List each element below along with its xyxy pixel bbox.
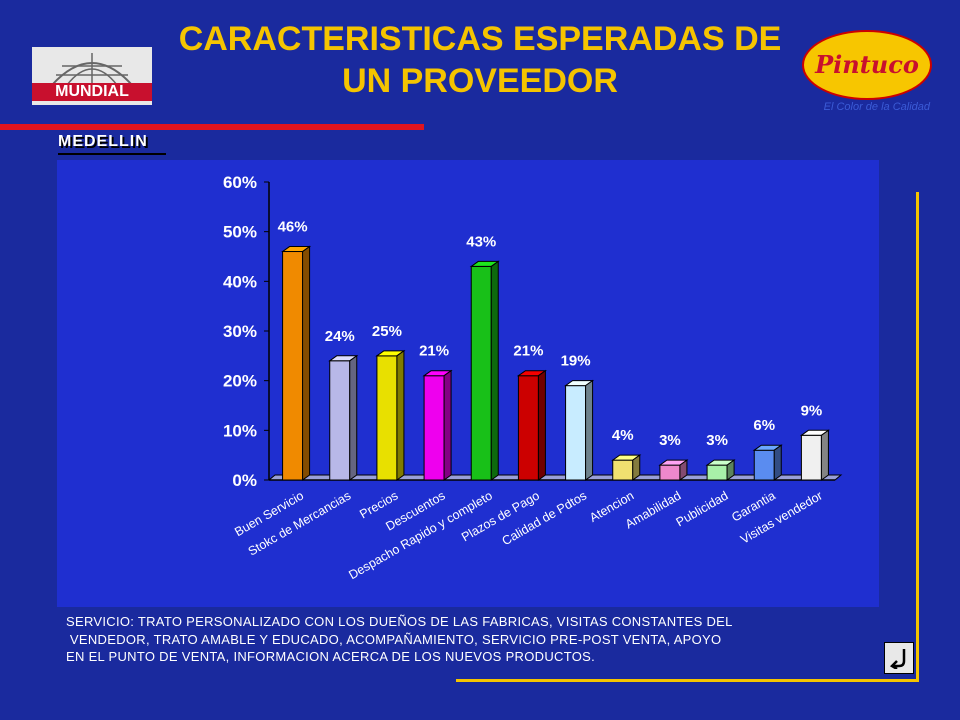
bar-side bbox=[537, 369, 546, 481]
note-line-3: EN EL PUNTO DE VENTA, INFORMACION ACERCA… bbox=[66, 649, 596, 664]
data-label: 43% bbox=[466, 233, 496, 250]
data-label: 25% bbox=[372, 323, 402, 340]
bar bbox=[612, 459, 634, 481]
mundial-logo: MUNDIAL bbox=[32, 47, 152, 105]
title-line-1: CARACTERISTICAS ESPERADAS DE bbox=[178, 20, 782, 58]
pintuco-tagline: El Color de la Calidad bbox=[823, 101, 930, 113]
frame-line-horizontal bbox=[456, 679, 919, 682]
pintuco-logo: Pintuco bbox=[802, 30, 932, 100]
bar-side bbox=[302, 245, 311, 481]
data-label: 4% bbox=[612, 427, 634, 444]
bar bbox=[659, 464, 681, 481]
y-tick-label: 10% bbox=[223, 421, 257, 440]
bar bbox=[753, 449, 775, 481]
note-line-1: SERVICIO: TRATO PERSONALIZADO CON LOS DU… bbox=[66, 614, 733, 629]
data-label: 9% bbox=[801, 402, 823, 419]
bar-side bbox=[726, 459, 735, 481]
service-note: SERVICIO: TRATO PERSONALIZADO CON LOS DU… bbox=[66, 613, 866, 666]
bar-side bbox=[820, 429, 829, 481]
bar-side bbox=[349, 354, 358, 481]
bar bbox=[282, 251, 304, 481]
y-tick-label: 0% bbox=[232, 471, 257, 490]
bar-side bbox=[443, 369, 452, 481]
data-label: 21% bbox=[419, 343, 449, 360]
y-tick-label: 50% bbox=[223, 223, 257, 242]
bar bbox=[565, 385, 587, 481]
title-line-2: UN PROVEEDOR bbox=[342, 62, 618, 100]
data-label: 3% bbox=[659, 432, 681, 449]
chart-area: 0% 10% 20% 30% 40% 50% 60% 46% Buen Servicio 24% S… bbox=[57, 160, 879, 607]
bar bbox=[470, 265, 492, 481]
city-label: MEDELLIN bbox=[58, 133, 148, 150]
bar-chart: 0%10%20%30%40%50%60%46%Buen Servicio24%S… bbox=[223, 173, 843, 582]
y-tick-label: 20% bbox=[223, 372, 257, 391]
bar-side bbox=[490, 260, 499, 481]
data-label: 46% bbox=[278, 219, 308, 236]
x-tick-label: Calidad de Pdtos bbox=[500, 488, 589, 548]
bar-side bbox=[679, 459, 688, 481]
note-line-2: VENDEDOR, TRATO AMABLE Y EDUCADO, ACOMPA… bbox=[66, 631, 722, 647]
x-tick-label: Publicidad bbox=[674, 488, 731, 529]
bar-side bbox=[585, 379, 594, 481]
y-tick-label: 60% bbox=[223, 173, 257, 192]
bar bbox=[329, 360, 351, 481]
bar bbox=[517, 375, 539, 481]
bar bbox=[376, 355, 398, 481]
red-divider bbox=[0, 124, 424, 130]
bar bbox=[800, 434, 822, 481]
globe-icon bbox=[51, 53, 133, 86]
return-button[interactable] bbox=[884, 642, 914, 674]
data-label: 3% bbox=[706, 432, 728, 449]
x-tick-label: Visitas vendedor bbox=[738, 488, 825, 546]
page-title: CARACTERISTICAS ESPERADAS DE UN PROVEEDO… bbox=[110, 18, 850, 102]
frame-line-vertical bbox=[916, 192, 919, 682]
y-tick-label: 30% bbox=[223, 322, 257, 341]
bar-side bbox=[632, 454, 641, 481]
data-label: 19% bbox=[561, 353, 591, 370]
data-label: 21% bbox=[513, 343, 543, 360]
return-arrow-icon bbox=[889, 649, 906, 671]
data-label: 6% bbox=[753, 417, 775, 434]
mundial-logo-text: MUNDIAL bbox=[32, 83, 152, 101]
bar-side bbox=[773, 444, 782, 481]
bar bbox=[423, 375, 445, 481]
city-underline bbox=[58, 153, 166, 155]
y-tick-label: 40% bbox=[223, 272, 257, 291]
bar-side bbox=[396, 349, 405, 481]
data-label: 24% bbox=[325, 328, 355, 345]
bar bbox=[706, 464, 728, 481]
